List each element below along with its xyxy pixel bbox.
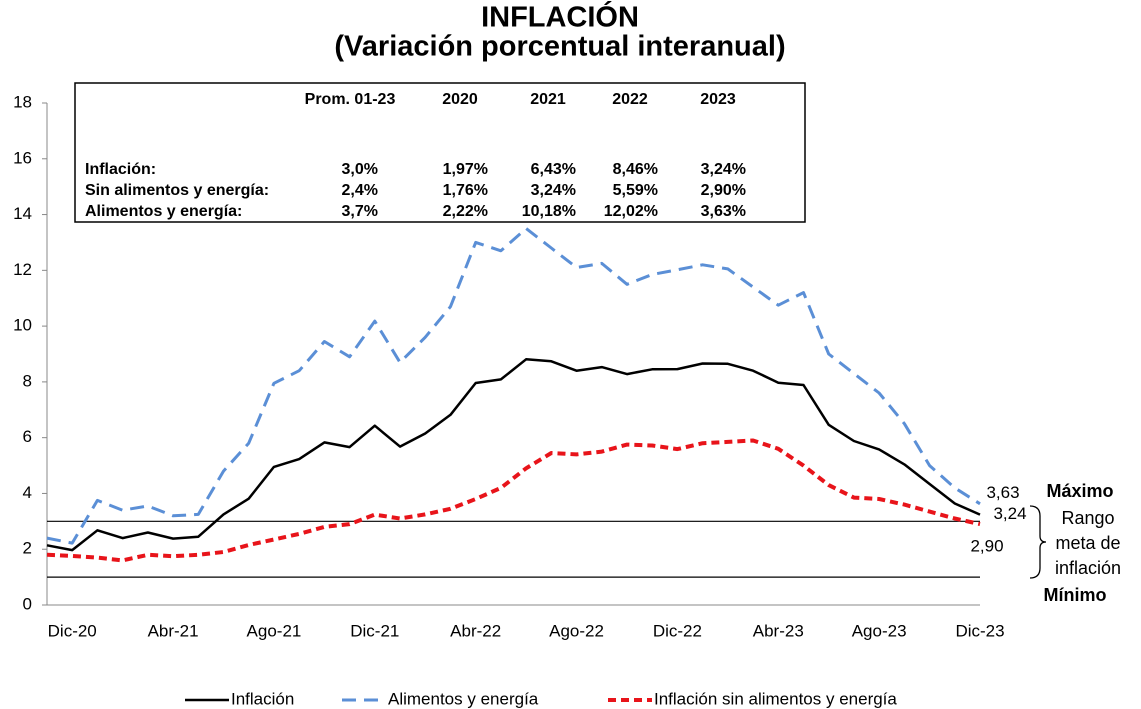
x-tick-label: Dic-23 <box>955 621 1004 640</box>
x-tick-label: Dic-21 <box>350 621 399 640</box>
y-tick-label: 4 <box>23 483 32 502</box>
table-row-label: Alimentos y energía: <box>85 203 242 220</box>
annotation-range: meta de <box>1055 533 1120 553</box>
table-cell: 3,24% <box>701 161 746 178</box>
table-cell: 2,90% <box>701 182 746 199</box>
table-header: 2021 <box>530 91 566 108</box>
value-label: 2,90 <box>970 537 1003 556</box>
chart-title: INFLACIÓN <box>481 0 639 34</box>
table-cell: 3,0% <box>342 161 378 178</box>
legend-label: Inflación sin alimentos y energía <box>654 689 897 708</box>
table-cell: 1,97% <box>443 161 488 178</box>
series-line <box>46 438 981 563</box>
table-header: 2023 <box>700 91 736 108</box>
y-tick-label: 6 <box>23 427 32 446</box>
value-label: 3,24 <box>993 504 1026 523</box>
table-cell: 2,4% <box>342 182 378 199</box>
x-tick-label: Dic-20 <box>48 621 97 640</box>
table-cell: 2,22% <box>443 203 488 220</box>
table-cell: 10,18% <box>522 203 576 220</box>
table-cell: 1,76% <box>443 182 488 199</box>
table-row-label: Inflación: <box>85 161 156 178</box>
table-row-label: Sin alimentos y energía: <box>85 182 269 199</box>
series-line <box>46 358 981 552</box>
annotation-max: Máximo <box>1046 481 1113 501</box>
x-tick-label: Ago-22 <box>549 621 604 640</box>
y-tick-label: 12 <box>13 260 32 279</box>
x-tick-label: Abr-21 <box>148 621 199 640</box>
range-brace <box>1029 505 1047 579</box>
legend-label: Inflación <box>231 689 294 708</box>
table-cell: 12,02% <box>604 203 658 220</box>
table-box <box>74 82 806 223</box>
y-tick-label: 14 <box>13 204 32 223</box>
value-label: 3,63 <box>986 483 1019 502</box>
table-header: 2022 <box>612 91 648 108</box>
table-cell: 5,59% <box>613 182 658 199</box>
annotation-range: Rango <box>1061 508 1114 528</box>
y-tick-label: 10 <box>13 316 32 335</box>
table-cell: 3,24% <box>531 182 576 199</box>
annotation-min: Mínimo <box>1044 585 1107 605</box>
x-tick-label: Dic-22 <box>653 621 702 640</box>
y-tick-label: 8 <box>23 371 32 390</box>
annotation-range: inflación <box>1055 558 1121 578</box>
table-header: Prom. 01-23 <box>305 91 396 108</box>
x-tick-label: Abr-22 <box>450 621 501 640</box>
legend-label: Alimentos y energía <box>388 689 539 708</box>
x-tick-label: Ago-23 <box>852 621 907 640</box>
y-tick-label: 18 <box>13 92 32 111</box>
y-tick-label: 16 <box>13 148 32 167</box>
table-cell: 6,43% <box>531 161 576 178</box>
table-cell: 3,63% <box>701 203 746 220</box>
x-tick-label: Abr-23 <box>753 621 804 640</box>
table-header: 2020 <box>442 91 478 108</box>
table-cell: 8,46% <box>613 161 658 178</box>
series-line <box>46 227 981 545</box>
x-tick-label: Ago-21 <box>247 621 302 640</box>
chart-subtitle: (Variación porcentual interanual) <box>334 31 785 63</box>
y-tick-label: 0 <box>23 594 32 613</box>
y-tick-label: 2 <box>23 539 32 558</box>
table-cell: 3,7% <box>342 203 378 220</box>
